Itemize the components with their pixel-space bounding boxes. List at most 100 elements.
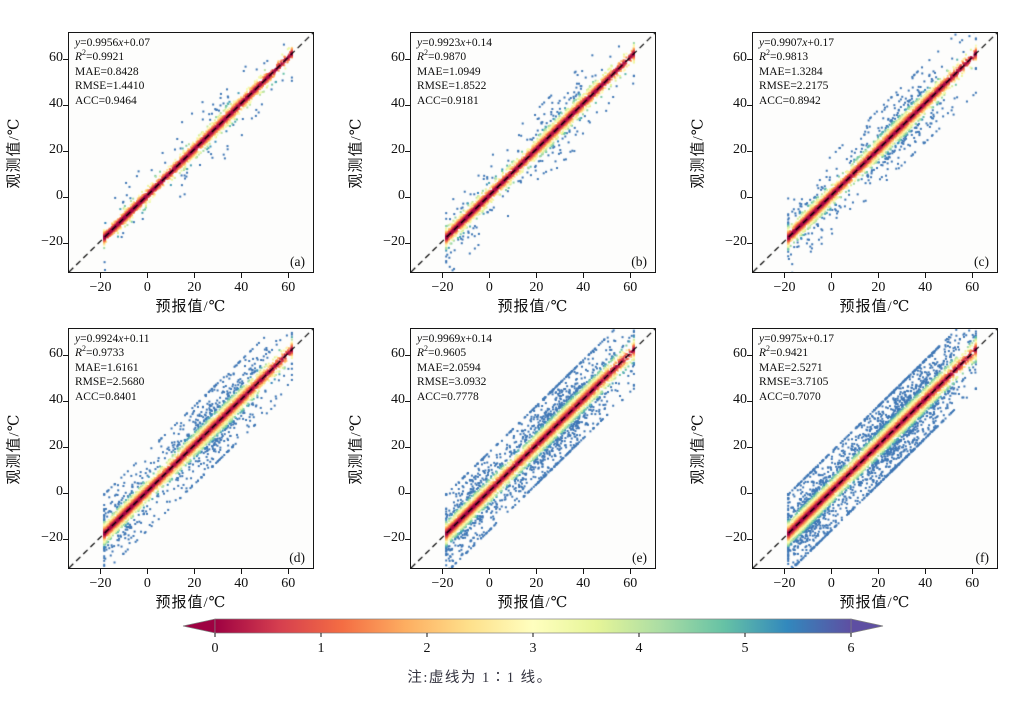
y-tick-mark <box>747 150 752 152</box>
x-tick-mark <box>830 273 833 278</box>
y-tick-mark <box>747 492 752 494</box>
y-axis-title: 观测值/℃ <box>690 117 707 188</box>
stats-annotation: y=0.9975x+0.17 R2=0.9421 MAE=2.5271 RMSE=3.… <box>759 332 834 404</box>
y-tick-label: 20 <box>733 438 747 454</box>
y-tick-label: 40 <box>391 96 405 112</box>
y-tick-label: 40 <box>49 392 63 408</box>
x-tick-label: 60 <box>623 280 638 295</box>
x-tick-mark <box>971 273 973 278</box>
colorbar-right-arrow <box>850 618 884 634</box>
y-tick-mark <box>405 400 410 402</box>
y-tick-mark <box>405 538 410 540</box>
y-tick-mark <box>747 400 752 402</box>
stats-line: y=0.9975x+0.17 <box>759 333 834 345</box>
figure-note: 注:虚线为 1∶1 线。 <box>407 670 553 686</box>
x-tick-mark <box>629 273 631 278</box>
y-tick-label: 60 <box>733 346 747 362</box>
x-tick-label: 20 <box>529 280 544 295</box>
x-tick-mark <box>924 569 926 574</box>
panel-letter: (e) <box>632 550 647 565</box>
y-tick-mark <box>405 242 410 244</box>
x-tick-mark <box>535 569 538 574</box>
colorbar-tick-label: 1 <box>318 641 325 656</box>
stats-line: MAE=2.0594 <box>417 361 481 374</box>
y-tick-mark <box>63 492 68 494</box>
y-axis-title: 观测值/℃ <box>6 117 23 188</box>
stats-line: y=0.9924x+0.11 <box>75 333 150 345</box>
y-tick-mark <box>63 400 68 402</box>
stats-line: R2=0.9605 <box>417 344 467 360</box>
stats-line: MAE=1.0949 <box>417 65 481 78</box>
x-tick-mark <box>924 273 926 278</box>
x-tick-mark <box>582 273 584 278</box>
x-tick-mark <box>100 569 102 574</box>
y-tick-mark <box>747 58 752 60</box>
y-tick-mark <box>405 492 410 494</box>
y-tick-mark <box>63 196 68 198</box>
x-tick-label: 0 <box>143 280 151 295</box>
x-tick-label: 20 <box>871 280 886 295</box>
stats-line: ACC=0.7778 <box>417 390 479 403</box>
y-axis-title: 观测值/℃ <box>6 413 23 484</box>
x-axis-title: 预报值/℃ <box>839 299 911 315</box>
y-tick-label: −20 <box>725 234 747 250</box>
x-tick-mark <box>877 569 880 574</box>
x-tick-label: 40 <box>576 280 591 295</box>
x-tick-label: 0 <box>143 576 151 591</box>
x-tick-mark <box>488 569 491 574</box>
x-tick-mark <box>535 273 538 278</box>
panel-letter: (c) <box>974 254 989 269</box>
y-tick-mark <box>405 196 410 198</box>
x-axis-title: 预报值/℃ <box>155 299 227 315</box>
x-axis-title: 预报值/℃ <box>497 299 569 315</box>
stats-line: RMSE=3.7105 <box>759 376 829 389</box>
x-axis-title: 预报值/℃ <box>155 595 227 611</box>
stats-line: RMSE=3.0932 <box>417 376 487 389</box>
x-tick-mark <box>582 569 584 574</box>
stats-line: MAE=2.5271 <box>759 361 823 374</box>
stats-line: MAE=1.3284 <box>759 65 823 78</box>
y-tick-mark <box>405 150 410 152</box>
stats-line: R2=0.9921 <box>75 48 125 64</box>
x-tick-mark <box>784 273 786 278</box>
x-tick-label: 0 <box>485 576 493 591</box>
x-tick-label: −20 <box>431 280 454 295</box>
panel-letter: (f) <box>975 550 990 565</box>
x-axis-title: 预报值/℃ <box>839 595 911 611</box>
y-axis-title: 观测值/℃ <box>348 413 365 484</box>
y-tick-mark <box>747 104 752 106</box>
y-tick-label: 0 <box>398 188 405 204</box>
y-tick-label: 40 <box>733 96 747 112</box>
y-tick-label: 0 <box>56 188 63 204</box>
stats-line: y=0.9923x+0.14 <box>417 37 492 49</box>
y-tick-label: 20 <box>49 438 63 454</box>
stats-line: ACC=0.8401 <box>75 390 137 403</box>
scatter-panel-d: y=0.9924x+0.11 R2=0.9733 MAE=1.6161 RMSE=2.… <box>7 328 314 611</box>
colorbar-tick-label: 0 <box>212 641 219 656</box>
x-tick-mark <box>240 569 242 574</box>
y-tick-mark <box>747 242 752 244</box>
x-tick-label: −20 <box>431 576 454 591</box>
stats-line: R2=0.9733 <box>75 344 125 360</box>
x-tick-label: 0 <box>485 280 493 295</box>
y-tick-label: 60 <box>391 50 405 66</box>
scatter-panel-c: y=0.9907x+0.17 R2=0.9813 MAE=1.3284 RMSE=2.… <box>691 32 998 315</box>
y-tick-label: 0 <box>740 484 747 500</box>
x-tick-label: −20 <box>773 576 796 591</box>
y-tick-label: 20 <box>391 142 405 158</box>
stats-annotation: y=0.9907x+0.17 R2=0.9813 MAE=1.3284 RMSE=2.… <box>759 36 834 108</box>
y-tick-label: 20 <box>733 142 747 158</box>
x-tick-label: 0 <box>827 280 835 295</box>
x-tick-label: 40 <box>234 576 249 591</box>
y-tick-mark <box>63 104 68 106</box>
colorbar: 0 1 2 3 4 5 6 <box>182 618 884 656</box>
y-tick-mark <box>405 446 410 448</box>
panel-letter: (d) <box>289 550 305 565</box>
stats-annotation: y=0.9956x+0.07 R2=0.9921 MAE=0.8428 RMSE=1.… <box>75 36 150 108</box>
x-tick-label: 20 <box>871 576 886 591</box>
x-tick-mark <box>784 569 786 574</box>
y-tick-mark <box>405 354 410 356</box>
x-tick-label: −20 <box>89 280 112 295</box>
y-tick-label: 60 <box>733 50 747 66</box>
stats-line: RMSE=1.8522 <box>417 80 487 93</box>
